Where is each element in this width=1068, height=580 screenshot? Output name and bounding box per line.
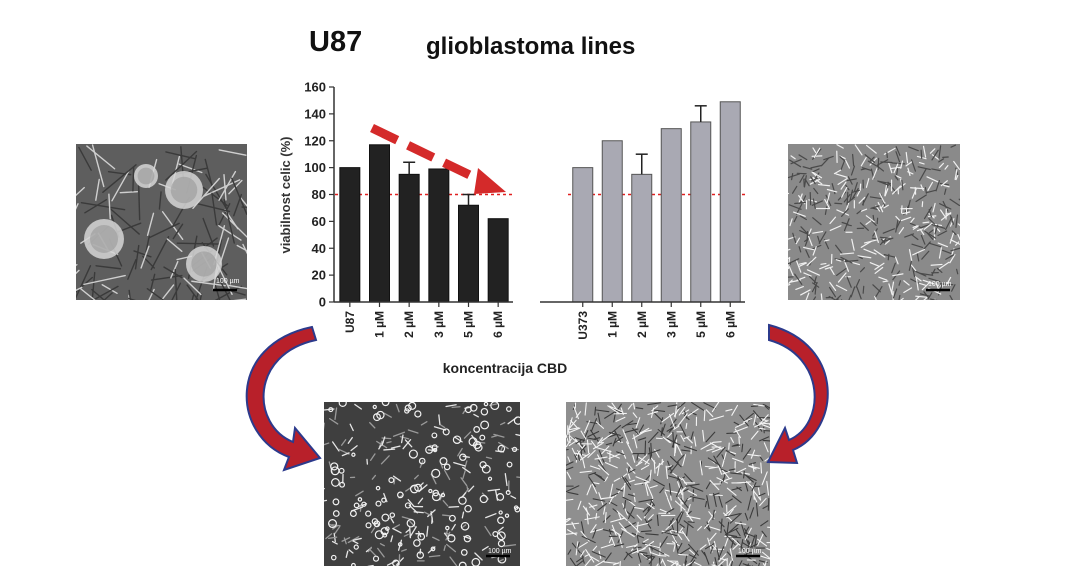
scale-bar-label: 100 µm xyxy=(216,278,240,285)
y-tick-label: 80 xyxy=(312,187,326,202)
x-tick-label: 1 µM xyxy=(605,311,619,338)
x-tick-label: U87 xyxy=(343,311,357,333)
chart-left-panel: 0 20 40 60 80 100 120 140 160 U87 1 µM 2 µM 3 µM 5 µM… xyxy=(304,80,513,338)
bar xyxy=(398,173,420,303)
y-tick-label: 160 xyxy=(304,80,326,95)
y-tick-label: 20 xyxy=(312,268,326,283)
chart-right-panel: U373 1 µM 2 µM 3 µM 5 µM 6 µM xyxy=(540,101,745,340)
y-tick-label: 120 xyxy=(304,133,326,148)
scale-bar-label: 100 µm xyxy=(928,281,952,288)
y-tick-label: 100 xyxy=(304,160,326,175)
bar xyxy=(601,140,623,303)
micrograph-bottom-right: 100 µm xyxy=(566,402,770,566)
x-tick-label: 2 µM xyxy=(402,311,416,338)
trend-arrow xyxy=(370,123,482,185)
bar xyxy=(339,167,361,303)
bar xyxy=(719,101,741,303)
curved-arrow-right xyxy=(766,323,829,465)
bar xyxy=(428,168,450,303)
micrograph-bottom-left: 100 µm xyxy=(324,402,520,566)
scale-bar-label: 100 µm xyxy=(738,548,762,555)
x-tick-label: 5 µM xyxy=(694,311,708,338)
micrograph-top-left: 100 µm xyxy=(76,144,247,300)
y-tick-label: 60 xyxy=(312,214,326,229)
bar xyxy=(660,128,682,303)
x-tick-label: 6 µM xyxy=(491,311,505,338)
x-axis-label: koncentracija CBD xyxy=(443,360,567,376)
x-tick-label: 6 µM xyxy=(723,311,737,338)
micrograph-top-right: 100 µm xyxy=(788,144,960,300)
bar xyxy=(487,218,509,303)
bar xyxy=(458,204,479,303)
bar xyxy=(369,144,390,303)
y-tick-label: 140 xyxy=(304,106,326,121)
figure-subtitle: glioblastoma lines xyxy=(426,33,636,60)
x-tick-label: 5 µM xyxy=(462,311,476,338)
figure-title: U87 xyxy=(309,26,363,58)
x-tick-label: 3 µM xyxy=(664,311,678,338)
y-tick-label: 40 xyxy=(312,241,326,256)
x-tick-label: 1 µM xyxy=(373,311,387,338)
x-tick-label: U373 xyxy=(576,311,590,340)
x-tick-label: 2 µM xyxy=(635,311,649,338)
curved-arrow-left xyxy=(245,325,322,472)
trend-arrow-head xyxy=(474,168,506,194)
bar xyxy=(690,121,712,303)
bar xyxy=(572,167,594,303)
bar xyxy=(631,173,653,303)
y-axis-label: viabilnost celic (%) xyxy=(278,136,293,253)
x-tick-label: 3 µM xyxy=(432,311,446,338)
y-tick-label: 0 xyxy=(319,295,326,310)
scale-bar-label: 100 µm xyxy=(488,548,512,555)
